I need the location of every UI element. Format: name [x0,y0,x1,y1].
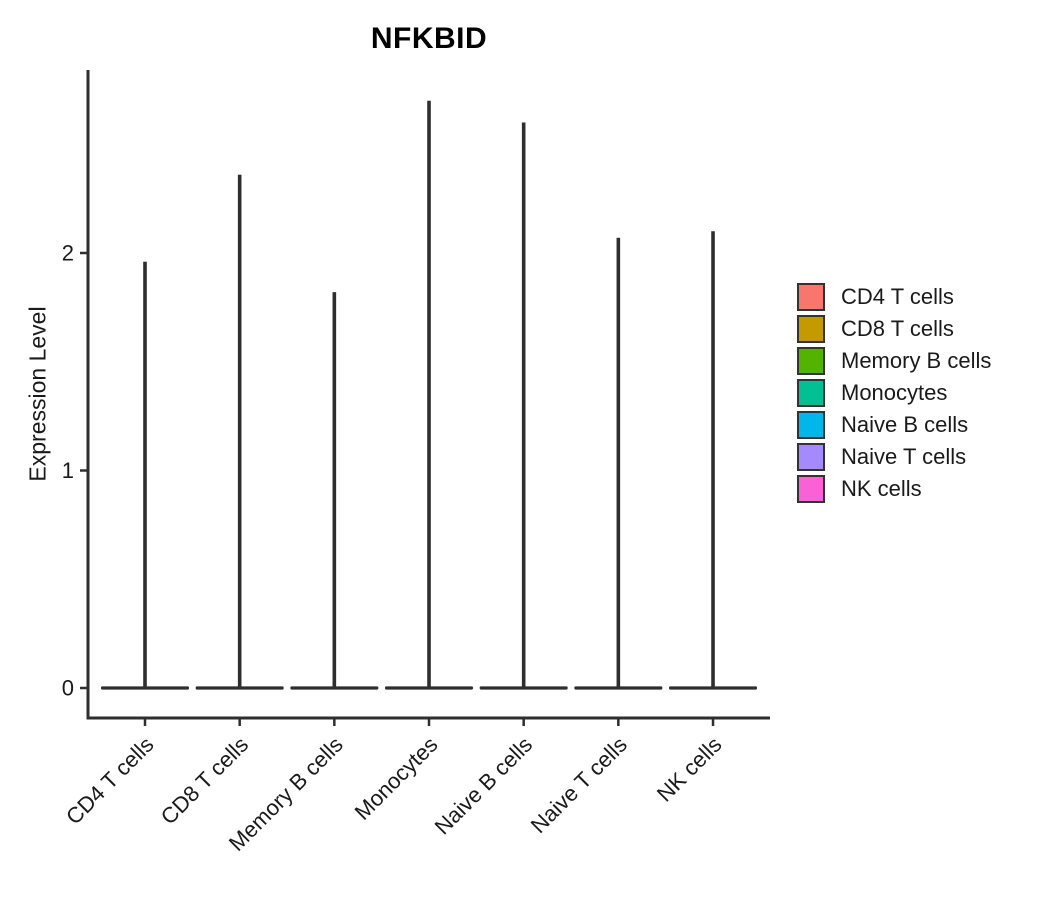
legend-item-label: Naive B cells [841,412,969,437]
legend-item-label: Naive T cells [841,444,967,469]
violin-tail [143,261,147,688]
x-tick-label: NK cells [652,732,727,807]
violin-tail [237,174,242,688]
x-tick-label: CD4 T cells [61,732,159,830]
violin-bulk [574,686,663,690]
violin-tail [711,231,715,688]
violin-bulk [669,686,758,690]
legend-item-label: CD4 T cells [841,284,954,309]
legend-item: Memory B cells [797,347,991,375]
violin-tail [521,122,526,688]
violin-bulk [195,686,284,690]
plot-title: NFKBID [370,22,488,55]
legend-item: Naive T cells [797,443,991,471]
x-tick-label: Naive T cells [526,732,632,838]
violin-tail [332,292,337,688]
legend-item-label: Monocytes [841,380,948,405]
x-tick-label: Monocytes [350,732,443,825]
legend-item: Naive B cells [797,411,991,439]
legend-item-label: Memory B cells [841,348,992,373]
y-tick-label: 2 [62,241,74,266]
legend-color-swatch [797,347,825,375]
legend-item: Monocytes [797,379,991,407]
legend-color-swatch [797,283,825,311]
y-tick-label: 1 [62,458,74,483]
x-tick-label: Naive B cells [430,732,538,840]
violin-tail [427,100,431,688]
legend-item: NK cells [797,475,991,503]
violin-tail [616,237,621,688]
violin-bulk [101,686,189,690]
y-tick-label: 0 [62,676,74,701]
violin-bulk [385,686,474,690]
legend-color-swatch [797,315,825,343]
legend-color-swatch [797,379,825,407]
legend-color-swatch [797,411,825,439]
legend-item: CD8 T cells [797,315,991,343]
legend-item-label: CD8 T cells [841,316,954,341]
legend: CD4 T cells CD8 T cells Memory B cells Mono… [797,283,991,503]
legend-item: CD4 T cells [797,283,991,311]
x-tick-label: CD8 T cells [156,732,254,830]
legend-item-label: NK cells [841,476,922,501]
legend-color-swatch [797,475,825,503]
violin-bulk [479,686,568,690]
violin-bulk [290,686,379,690]
legend-color-swatch [797,443,825,471]
